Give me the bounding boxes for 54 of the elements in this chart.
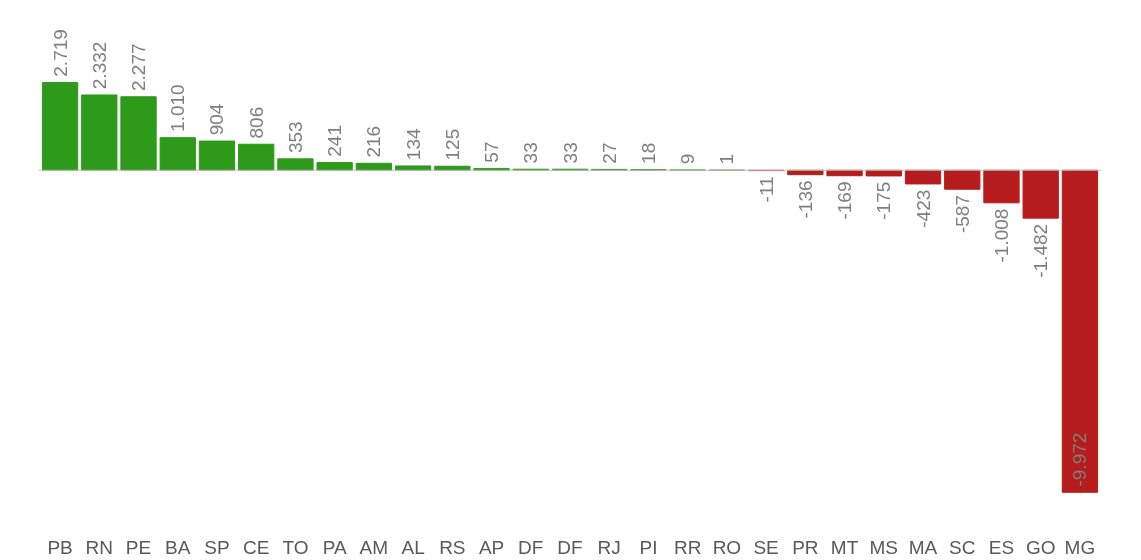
data-label: 1.010 xyxy=(167,84,189,132)
data-label: -11 xyxy=(755,176,777,203)
data-label: 134 xyxy=(402,128,424,161)
x-tick-label: GO xyxy=(1025,536,1056,558)
x-tick-label: RR xyxy=(673,536,702,558)
data-label: 806 xyxy=(245,106,267,139)
x-tick-label: RN xyxy=(85,536,114,558)
data-label: 18 xyxy=(637,142,659,164)
x-tick-label: SC xyxy=(949,536,976,558)
x-tick-label: PB xyxy=(47,536,73,558)
x-tick-label: AL xyxy=(401,536,425,558)
x-tick-label: BA xyxy=(165,536,191,558)
x-tick-label: RJ xyxy=(597,536,621,558)
data-label: 2.719 xyxy=(49,29,71,77)
data-label: -423 xyxy=(912,189,934,228)
data-label: -175 xyxy=(873,181,895,220)
x-tick-label: RO xyxy=(712,536,742,558)
data-label: -1.008 xyxy=(990,208,1012,263)
x-tick-label: DF xyxy=(557,536,583,558)
x-tick-label: ES xyxy=(988,536,1015,558)
x-tick-label: MT xyxy=(830,536,859,558)
data-label: -9.972 xyxy=(1069,432,1091,487)
x-tick-label: AM xyxy=(359,536,389,558)
data-label: 125 xyxy=(441,128,463,161)
x-tick-label: RS xyxy=(439,536,466,558)
data-label: 33 xyxy=(559,142,581,164)
x-tick-label: PA xyxy=(322,536,347,558)
x-tick-label: PI xyxy=(639,536,658,558)
data-label: 216 xyxy=(363,125,385,158)
data-label: 2.332 xyxy=(88,41,110,90)
x-tick-label: MA xyxy=(908,536,938,558)
x-tick-label: DF xyxy=(518,536,544,558)
x-tick-label: TO xyxy=(282,536,309,558)
data-label: -1.482 xyxy=(1030,223,1052,278)
data-label: 27 xyxy=(598,142,620,164)
data-label: 57 xyxy=(481,141,503,163)
x-tick-label: PR xyxy=(792,536,819,558)
data-label: 2.277 xyxy=(128,43,150,91)
data-label: 353 xyxy=(284,121,306,154)
x-tick-label: CE xyxy=(243,536,270,558)
data-label: -169 xyxy=(834,181,856,220)
x-tick-label: AP xyxy=(478,536,505,558)
data-label: 241 xyxy=(324,125,346,157)
data-label: 9 xyxy=(677,153,699,165)
data-label: 904 xyxy=(206,103,228,136)
data-label: 1 xyxy=(716,153,738,165)
x-tick-label: SP xyxy=(204,536,230,558)
data-label: -136 xyxy=(794,180,816,219)
x-tick-label: PE xyxy=(125,536,152,558)
x-tick-label: MS xyxy=(869,536,899,558)
data-label: -587 xyxy=(951,195,973,234)
x-tick-label: MG xyxy=(1064,536,1096,558)
data-label: 33 xyxy=(520,142,542,164)
x-tick-label: SE xyxy=(753,536,779,558)
